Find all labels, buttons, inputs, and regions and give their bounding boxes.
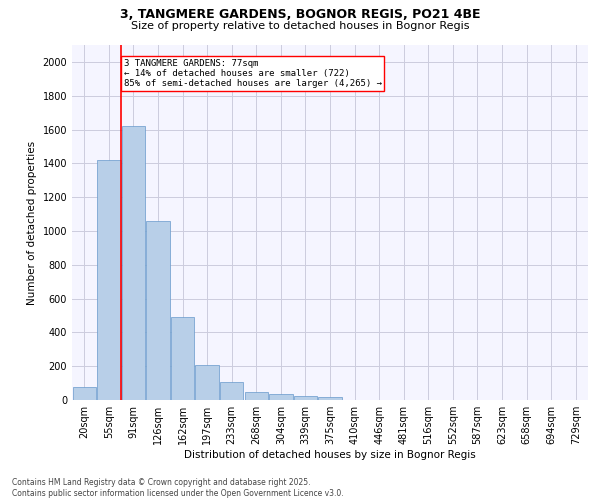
Bar <box>146 221 170 400</box>
Bar <box>220 382 244 400</box>
Text: Size of property relative to detached houses in Bognor Regis: Size of property relative to detached ho… <box>131 21 469 31</box>
Bar <box>269 394 293 400</box>
Bar <box>196 366 219 400</box>
Y-axis label: Number of detached properties: Number of detached properties <box>27 140 37 304</box>
Bar <box>97 160 121 400</box>
Text: Contains HM Land Registry data © Crown copyright and database right 2025.
Contai: Contains HM Land Registry data © Crown c… <box>12 478 344 498</box>
Bar <box>245 392 268 400</box>
Bar <box>73 388 96 400</box>
Bar <box>122 126 145 400</box>
X-axis label: Distribution of detached houses by size in Bognor Regis: Distribution of detached houses by size … <box>184 450 476 460</box>
Text: 3, TANGMERE GARDENS, BOGNOR REGIS, PO21 4BE: 3, TANGMERE GARDENS, BOGNOR REGIS, PO21 … <box>120 8 480 20</box>
Bar <box>171 317 194 400</box>
Text: 3 TANGMERE GARDENS: 77sqm
← 14% of detached houses are smaller (722)
85% of semi: 3 TANGMERE GARDENS: 77sqm ← 14% of detac… <box>124 58 382 88</box>
Bar <box>319 397 341 400</box>
Bar <box>294 396 317 400</box>
